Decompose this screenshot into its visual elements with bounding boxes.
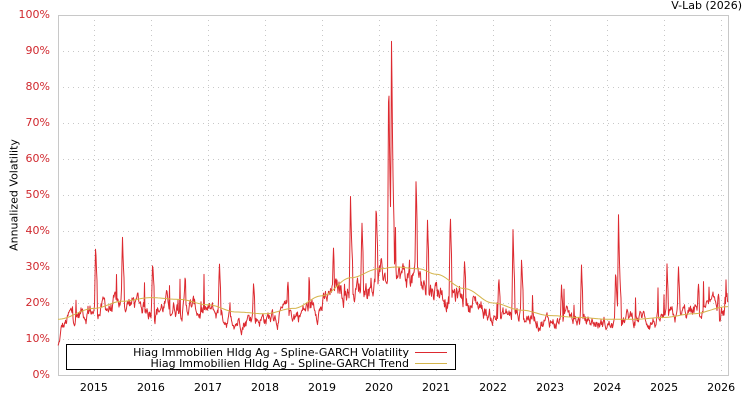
y-tick-label: 30% [25, 260, 50, 273]
x-tick-label: 2026 [707, 381, 736, 394]
x-tick-label: 2017 [193, 381, 222, 394]
x-tick-label: 2019 [308, 381, 336, 394]
y-tick-label: 20% [25, 296, 50, 309]
y-tick-label: 60% [25, 152, 50, 165]
x-tick-label: 2020 [365, 381, 394, 394]
legend-swatch-red-line-icon [415, 352, 447, 353]
x-tick-label: 2024 [593, 381, 622, 394]
chart-legend: Hiag Immobilien Hldg Ag - Spline-GARCH V… [66, 344, 456, 370]
volatility-series-line [57, 40, 729, 346]
x-tick-label: 2015 [79, 381, 108, 394]
trend-series-line [57, 266, 729, 320]
y-tick-label: 80% [25, 80, 50, 93]
y-tick-label: 0% [32, 368, 50, 381]
y-tick-label: 70% [25, 116, 50, 129]
legend-label: Hiag Immobilien Hldg Ag - Spline-GARCH T… [150, 357, 409, 370]
x-tick-label: 2016 [136, 381, 165, 394]
legend-item-trend: Hiag Immobilien Hldg Ag - Spline-GARCH T… [151, 357, 447, 370]
y-tick-label: 90% [25, 44, 50, 57]
x-tick-label: 2021 [422, 381, 451, 394]
y-tick-label: 100% [18, 8, 50, 21]
x-tick-label: 2023 [536, 381, 565, 394]
y-tick-label: 10% [25, 332, 50, 345]
legend-label: Hiag Immobilien Hldg Ag - Spline-GARCH V… [133, 346, 409, 359]
source-credit: V-Lab (2026) [671, 0, 742, 12]
y-tick-label: 50% [25, 188, 50, 201]
legend-swatch-gold-line-icon [415, 363, 447, 364]
x-tick-label: 2022 [479, 381, 508, 394]
x-tick-label: 2025 [650, 381, 679, 394]
y-tick-label: 40% [25, 224, 50, 237]
plot-border [58, 15, 729, 376]
legend-item-volatility: Hiag Immobilien Hldg Ag - Spline-GARCH V… [133, 346, 447, 359]
x-tick-label: 2018 [250, 381, 279, 394]
